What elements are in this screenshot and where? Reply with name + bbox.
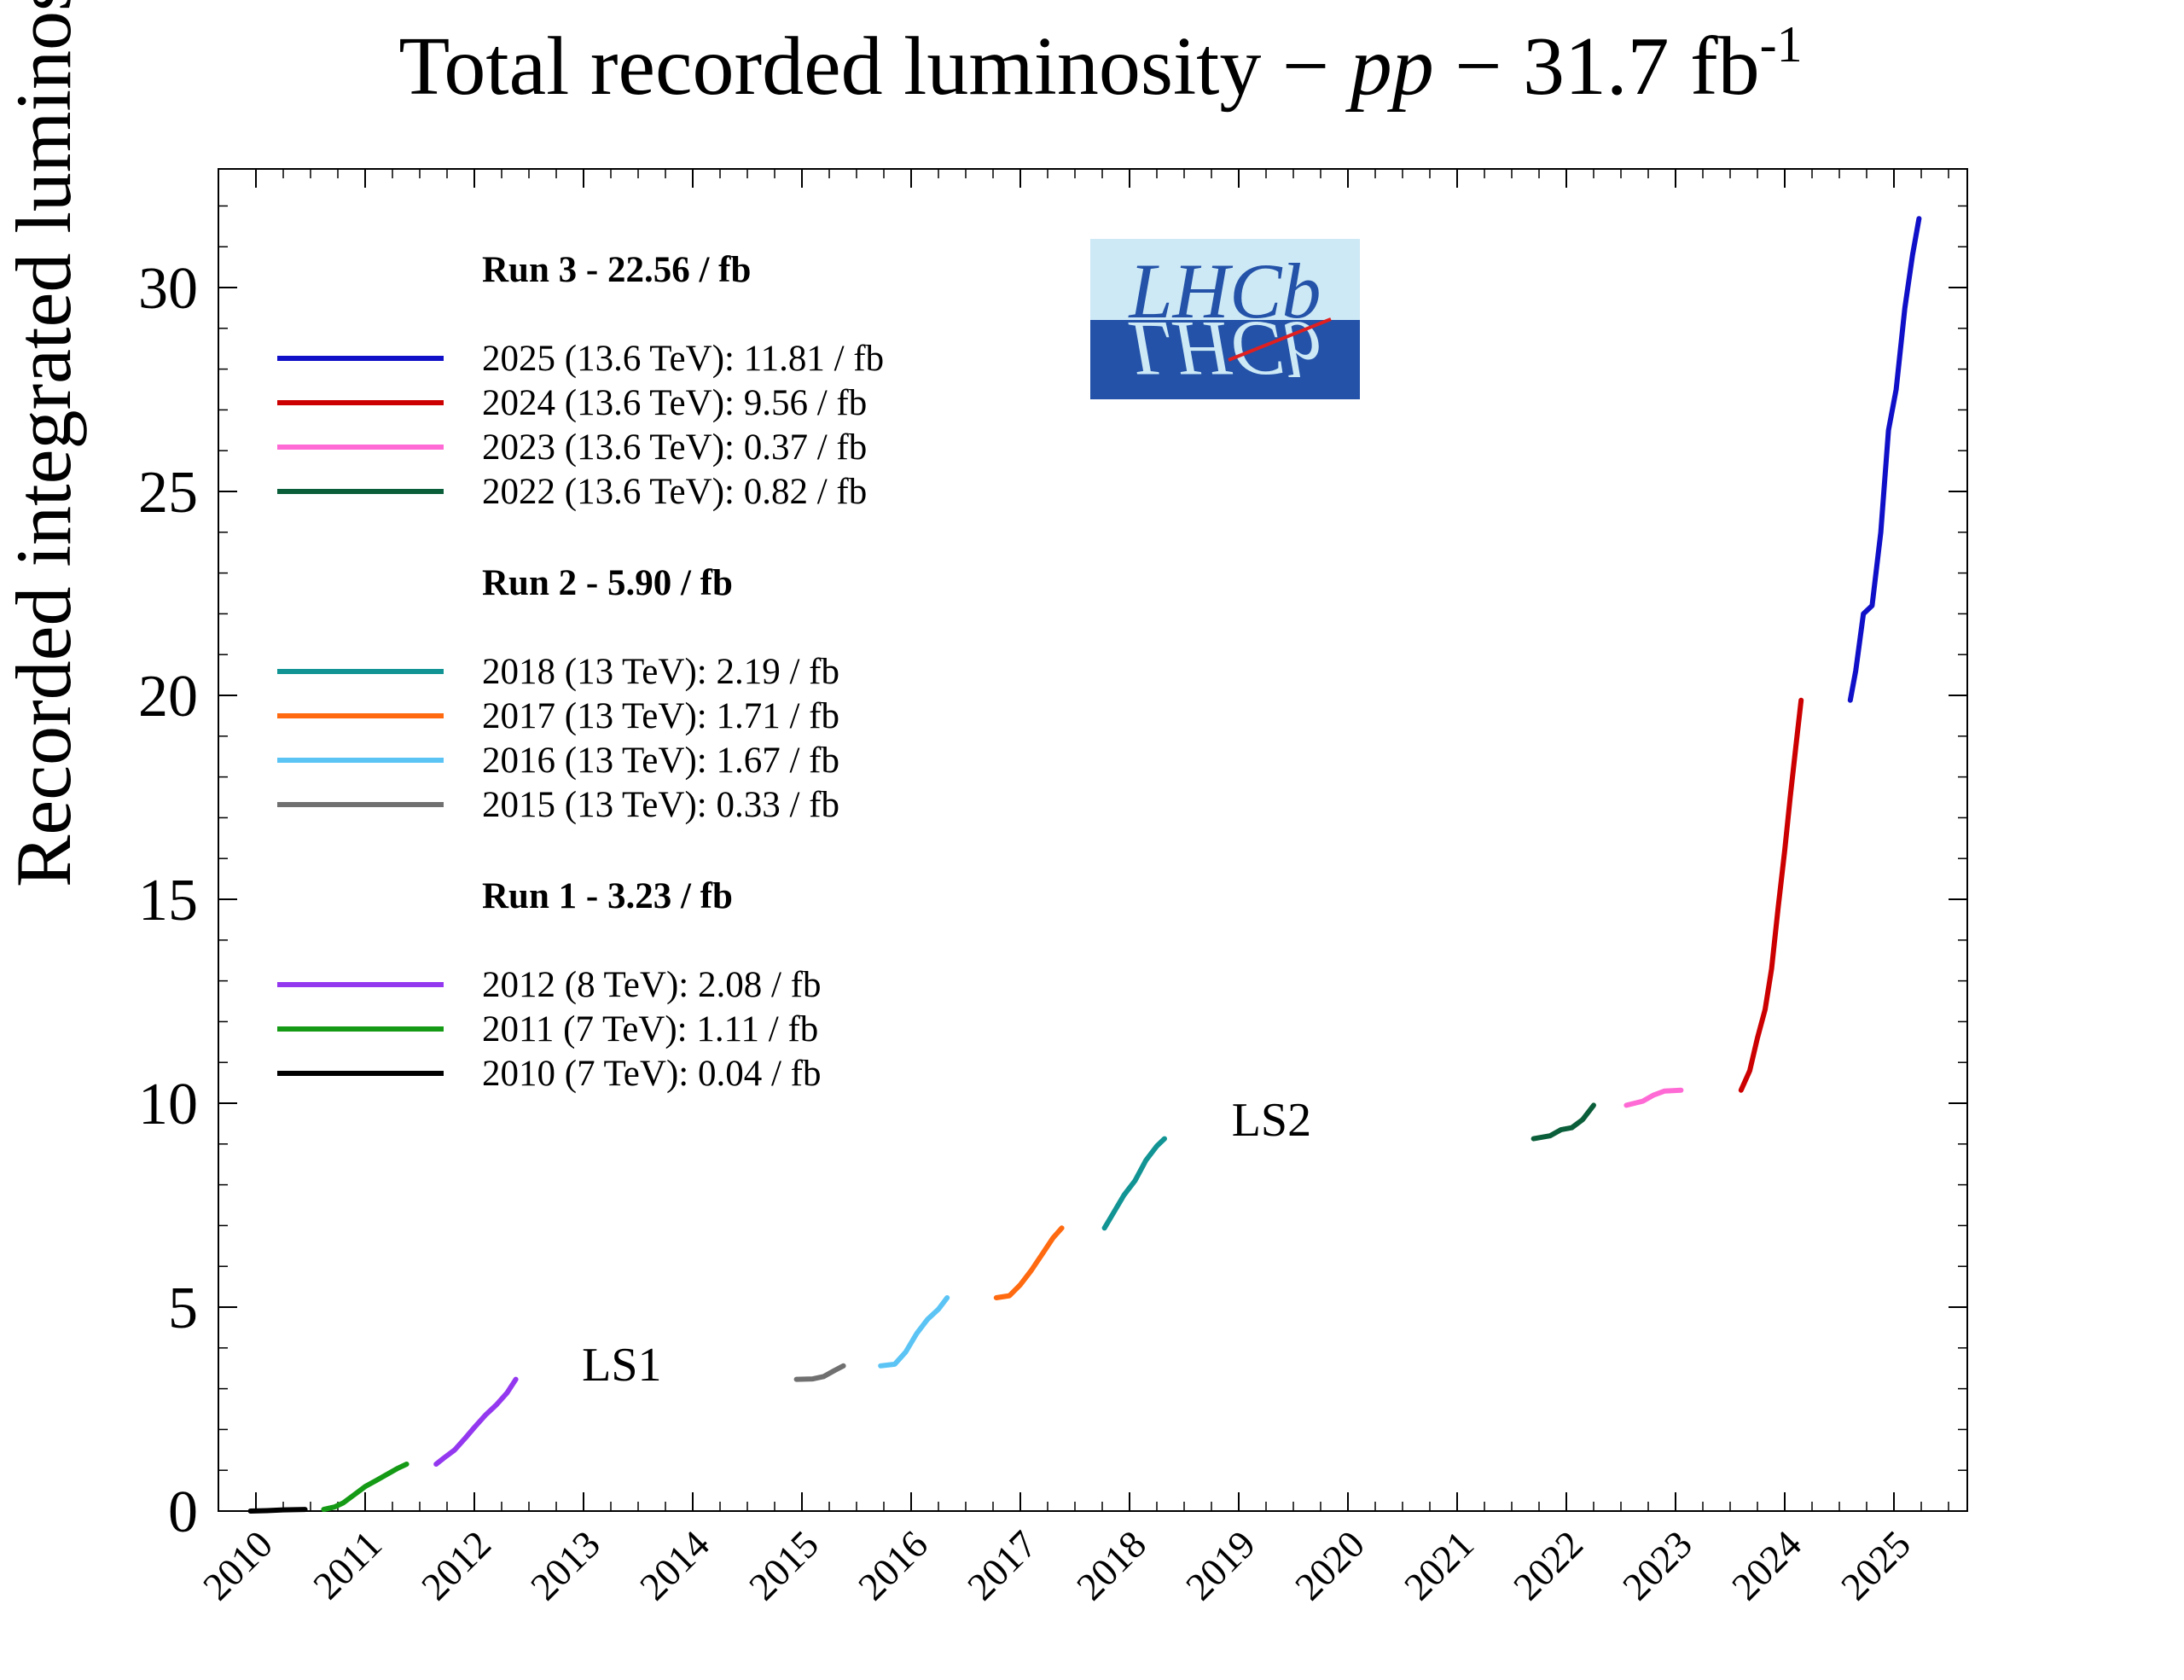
series-line-2022 [1531,1102,1596,1142]
x-tick-label: 2019 [1177,1522,1263,1608]
y-tick-label: 5 [168,1276,198,1341]
x-tick-label: 2017 [959,1522,1045,1608]
annotation-ls2: LS2 [1232,1094,1311,1147]
logo-text: LHCb [1128,247,1321,334]
x-tick-label: 2015 [741,1522,827,1608]
x-tick-label: 2020 [1287,1522,1373,1608]
legend-entry: 2017 (13 TeV): 1.71 / fb [482,696,839,736]
plot-frame [218,168,1968,1512]
series-group [247,216,1922,1514]
series-line-2024 [1738,697,1804,1093]
legend-entry: 2012 (8 TeV): 2.08 / fb [482,965,821,1005]
legend-entry: 2025 (13.6 TeV): 11.81 / fb [482,339,884,379]
legend-entry: 2010 (7 TeV): 0.04 / fb [482,1054,821,1094]
legend-entry: 2024 (13.6 TeV): 9.56 / fb [482,383,867,423]
legend-entry: 2023 (13.6 TeV): 0.37 / fb [482,427,867,468]
legend-heading: Run 2 - 5.90 / fb [482,563,733,603]
series-line-2011 [321,1462,410,1513]
y-tick-label: 15 [138,868,198,933]
x-tick-label: 2018 [1068,1522,1154,1608]
series-line-2016 [878,1295,950,1369]
y-tick-label: 10 [138,1072,198,1137]
logo-red-track [1228,317,1332,362]
annotation-ls1: LS1 [582,1339,661,1392]
series-line-2015 [793,1363,846,1382]
legend-entry: 2016 (13 TeV): 1.67 / fb [482,741,839,781]
y-tick-label: 30 [138,256,198,322]
legend-entry: 2018 (13 TeV): 2.19 / fb [482,652,839,692]
annotations: LS1 LS2 [582,1094,1311,1392]
x-tick-label: 2022 [1505,1522,1591,1608]
x-tick-label: 2013 [522,1522,608,1608]
x-tick-label: 2016 [850,1522,936,1608]
x-tick-label: 2021 [1396,1522,1482,1608]
x-tick-label: 2011 [305,1522,390,1607]
legend: Run 3 - 22.56 / fb 2025 (13.6 TeV): 11.81… [277,250,884,1094]
x-tick-label: 2012 [413,1522,499,1608]
lhcb-logo: LHCb LHCb [1090,239,1360,399]
legend-entry: 2015 (13 TeV): 0.33 / fb [482,785,839,825]
x-tick-label: 2024 [1723,1522,1809,1608]
series-line-2023 [1623,1087,1684,1108]
y-axis-label: Recorded integrated luminosity [fb-1] [0,0,87,887]
series-line-2025 [1847,216,1922,703]
x-tick-label: 2023 [1614,1522,1700,1608]
chart-title: Total recorded luminosity − pp − 31.7 fb… [398,16,1802,113]
x-tick-label: 2010 [195,1522,281,1608]
series-line-2018 [1101,1136,1167,1231]
series-line-2017 [993,1225,1065,1300]
y-tick-label: 20 [138,664,198,730]
series-line-2012 [433,1376,519,1467]
x-tick-label: 2025 [1833,1522,1919,1608]
logo-bottom-band [1090,320,1360,399]
logo-reflection: LHCb [1128,305,1321,392]
x-tick-label: 2014 [631,1522,717,1608]
logo-top-band [1090,239,1360,320]
legend-heading: Run 1 - 3.23 / fb [482,876,733,916]
y-tick-label: 0 [168,1479,198,1545]
legend-entry: 2011 (7 TeV): 1.11 / fb [482,1009,818,1049]
y-tick-label: 25 [138,460,198,526]
x-axis-ticks: 2010 2011 2012 2013 2014 2015 2016 2017 2018 2019… [195,169,1949,1608]
legend-heading: Run 3 - 22.56 / fb [482,250,751,290]
series-line-2010 [247,1507,308,1514]
legend-entry: 2022 (13.6 TeV): 0.82 / fb [482,472,867,512]
y-axis-ticks: 0 5 10 15 20 25 30 [138,205,1967,1545]
